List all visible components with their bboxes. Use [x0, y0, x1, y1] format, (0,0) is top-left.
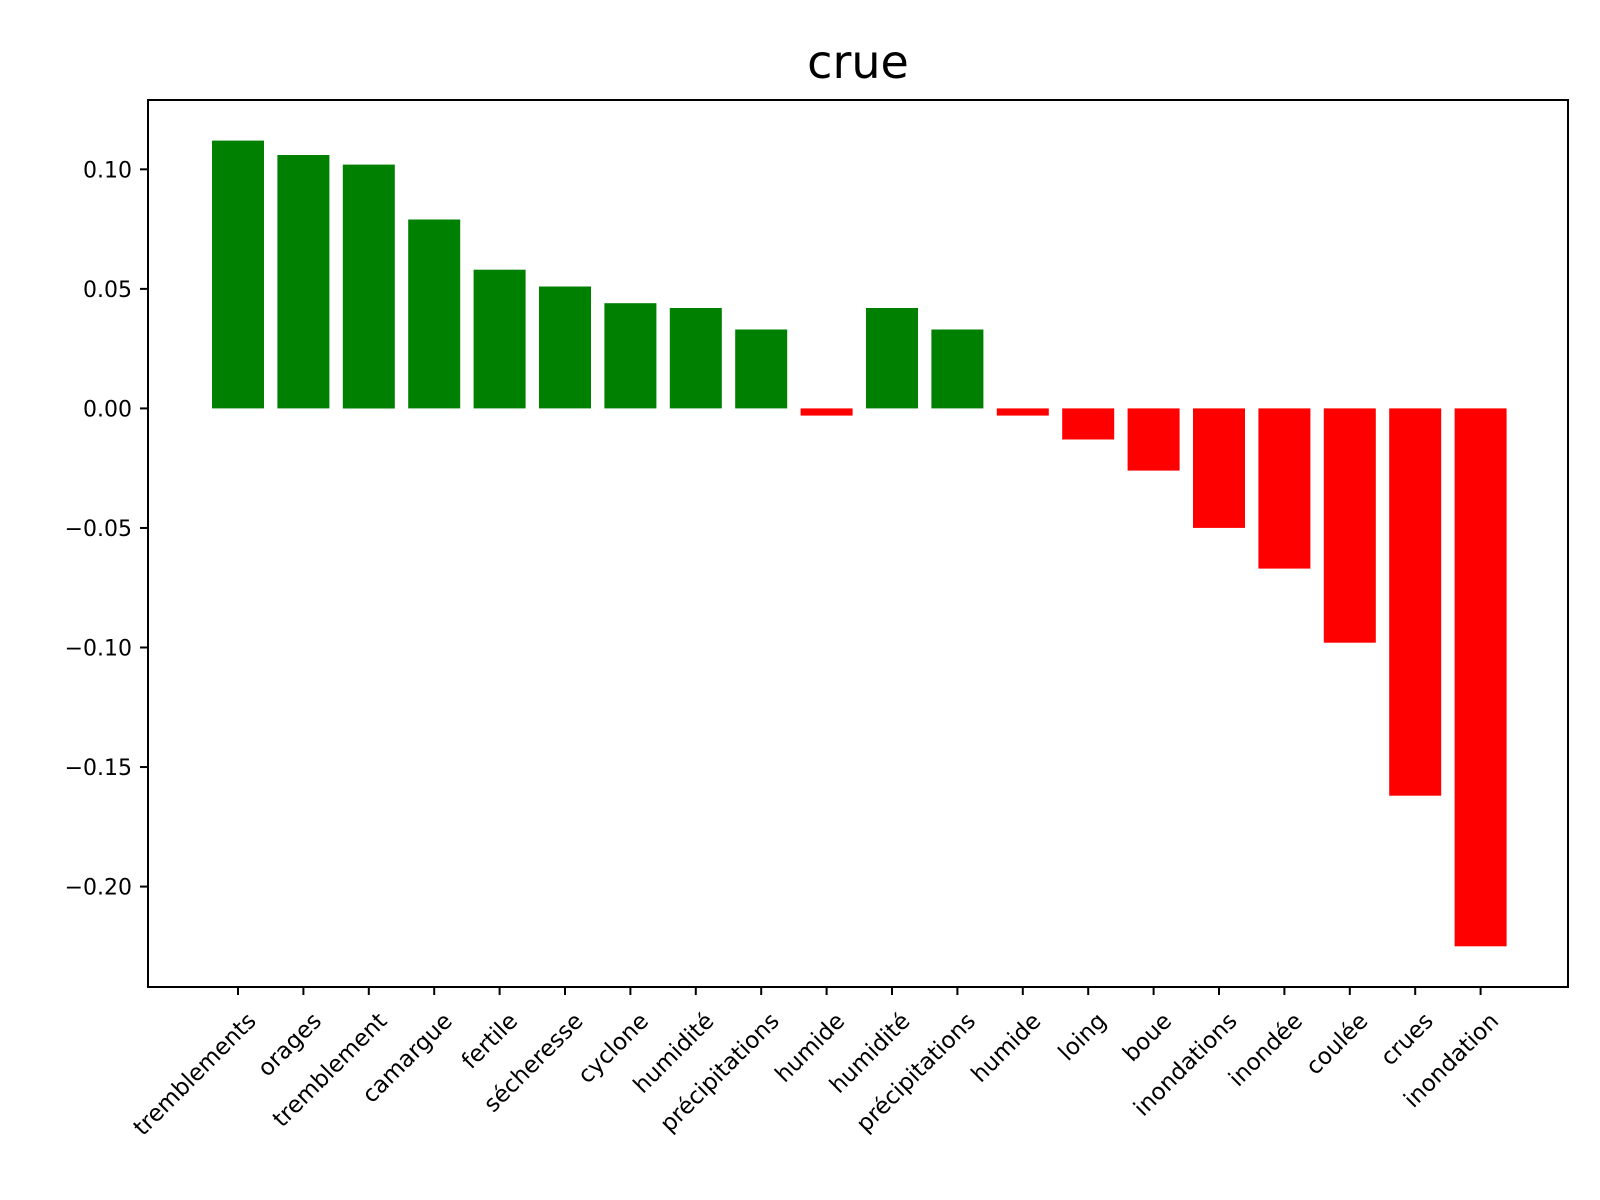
bar-12	[931, 329, 984, 409]
plot-frame	[147, 99, 1569, 988]
chart-title: crue	[807, 35, 909, 89]
y-axis: 0.10 0.05 0.00 −0.05 −0.10 −0.15 −0.20	[65, 158, 148, 901]
bar-10	[800, 408, 853, 416]
x-tick-label: tremblement	[268, 1008, 392, 1132]
y-tick-label: −0.20	[65, 876, 132, 901]
x-tick-label: loing	[1054, 1008, 1112, 1066]
bar-3	[342, 164, 395, 409]
y-tick-label: −0.10	[65, 637, 132, 662]
x-tick-label: crues	[1376, 1008, 1439, 1071]
bar-14	[1062, 408, 1115, 440]
bar-11	[866, 308, 918, 409]
x-tick-label: précipitations	[852, 1008, 981, 1137]
bar-17	[1258, 408, 1311, 569]
bar-20	[1454, 408, 1507, 947]
x-tick-label: humide	[967, 1008, 1047, 1088]
bar-8	[669, 308, 722, 409]
bar-7	[604, 303, 657, 409]
y-tick-label: 0.10	[83, 158, 132, 183]
x-tick-label: coulée	[1301, 1008, 1373, 1080]
bar-2	[277, 155, 330, 409]
bar-13	[996, 408, 1049, 416]
bar-9	[735, 329, 788, 409]
bar-1	[212, 140, 264, 409]
x-tick-label: tremblements	[129, 1008, 262, 1141]
bar-19	[1389, 408, 1442, 796]
y-tick-label: 0.05	[83, 278, 132, 303]
bars-group	[212, 140, 1507, 947]
bar-15	[1127, 408, 1180, 471]
x-tick-label: boue	[1118, 1008, 1177, 1067]
bar-16	[1193, 408, 1245, 528]
bar-4	[408, 219, 461, 409]
y-tick-label: −0.15	[65, 756, 132, 781]
y-tick-label: 0.00	[83, 397, 132, 422]
bar-6	[539, 286, 591, 409]
y-tick-label: −0.05	[65, 517, 132, 542]
bar-18	[1323, 408, 1376, 643]
x-tick-label: précipitations	[655, 1008, 784, 1137]
bar-5	[473, 269, 526, 409]
